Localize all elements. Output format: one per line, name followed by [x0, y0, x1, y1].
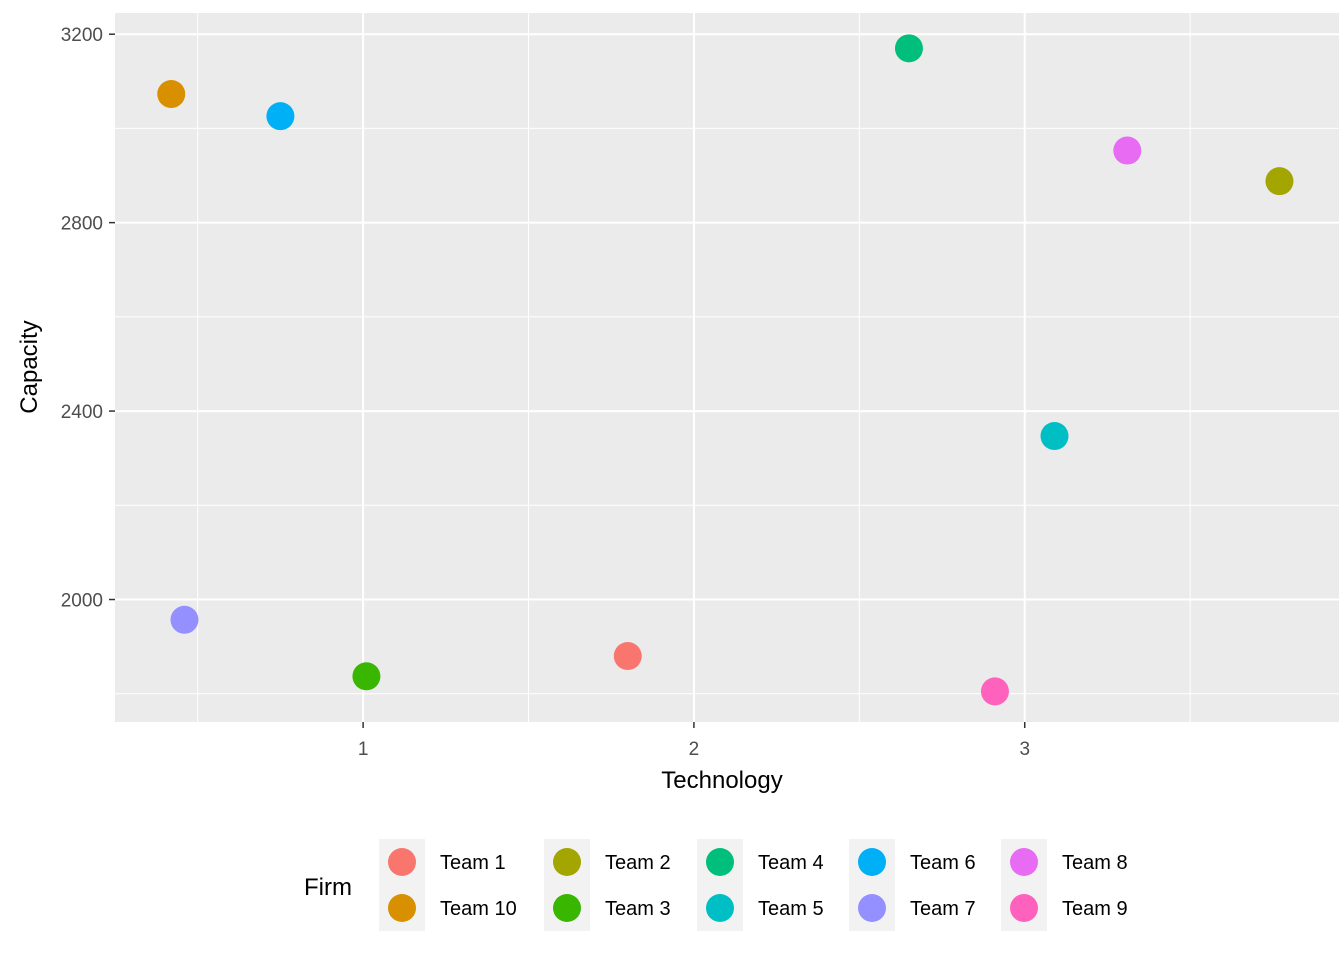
data-point	[170, 605, 199, 634]
data-point	[1113, 136, 1142, 165]
legend: Firm Team 1 Team 10 Team 2 Team 3 Team 4 Team…	[304, 839, 1128, 931]
legend-swatch	[858, 894, 886, 922]
legend-swatch	[1010, 848, 1038, 876]
legend-label: Team 10	[440, 898, 517, 920]
data-point	[266, 102, 295, 131]
legend-label: Team 7	[910, 898, 976, 920]
plot-panel	[115, 13, 1339, 722]
y-axis: 2000 2400 2800 3200	[61, 25, 115, 612]
y-axis-title: Capacity	[16, 320, 43, 413]
data-point	[1040, 422, 1069, 451]
legend-label: Team 6	[910, 852, 976, 874]
data-point	[157, 80, 186, 109]
x-tick-label: 2	[689, 739, 700, 760]
major-gridlines	[115, 13, 1339, 722]
data-point	[894, 34, 923, 63]
data-points	[157, 34, 1294, 706]
legend-label: Team 3	[605, 898, 671, 920]
legend-title: Firm	[304, 874, 352, 901]
legend-label: Team 9	[1062, 898, 1128, 920]
x-axis-title: Technology	[661, 767, 782, 794]
legend-swatch	[388, 848, 416, 876]
data-point	[980, 677, 1009, 706]
legend-label: Team 2	[605, 852, 671, 874]
data-point	[1265, 167, 1294, 196]
legend-label: Team 1	[440, 852, 506, 874]
legend-swatch	[553, 848, 581, 876]
y-tick-label: 2400	[61, 402, 103, 423]
data-point	[352, 662, 381, 691]
legend-swatch	[1010, 894, 1038, 922]
legend-swatch	[388, 894, 416, 922]
x-tick-label: 3	[1019, 739, 1030, 760]
legend-swatch	[858, 848, 886, 876]
minor-gridlines	[115, 13, 1339, 722]
legend-swatch	[706, 894, 734, 922]
legend-label: Team 5	[758, 898, 824, 920]
legend-swatch	[706, 848, 734, 876]
legend-swatch	[553, 894, 581, 922]
x-tick-label: 1	[358, 739, 369, 760]
y-tick-label: 2800	[61, 214, 103, 235]
y-tick-label: 3200	[61, 25, 103, 46]
x-axis: 1 2 3	[358, 722, 1030, 760]
data-point	[613, 642, 642, 671]
legend-label: Team 4	[758, 852, 824, 874]
y-tick-label: 2000	[61, 591, 103, 612]
legend-label: Team 8	[1062, 852, 1128, 874]
